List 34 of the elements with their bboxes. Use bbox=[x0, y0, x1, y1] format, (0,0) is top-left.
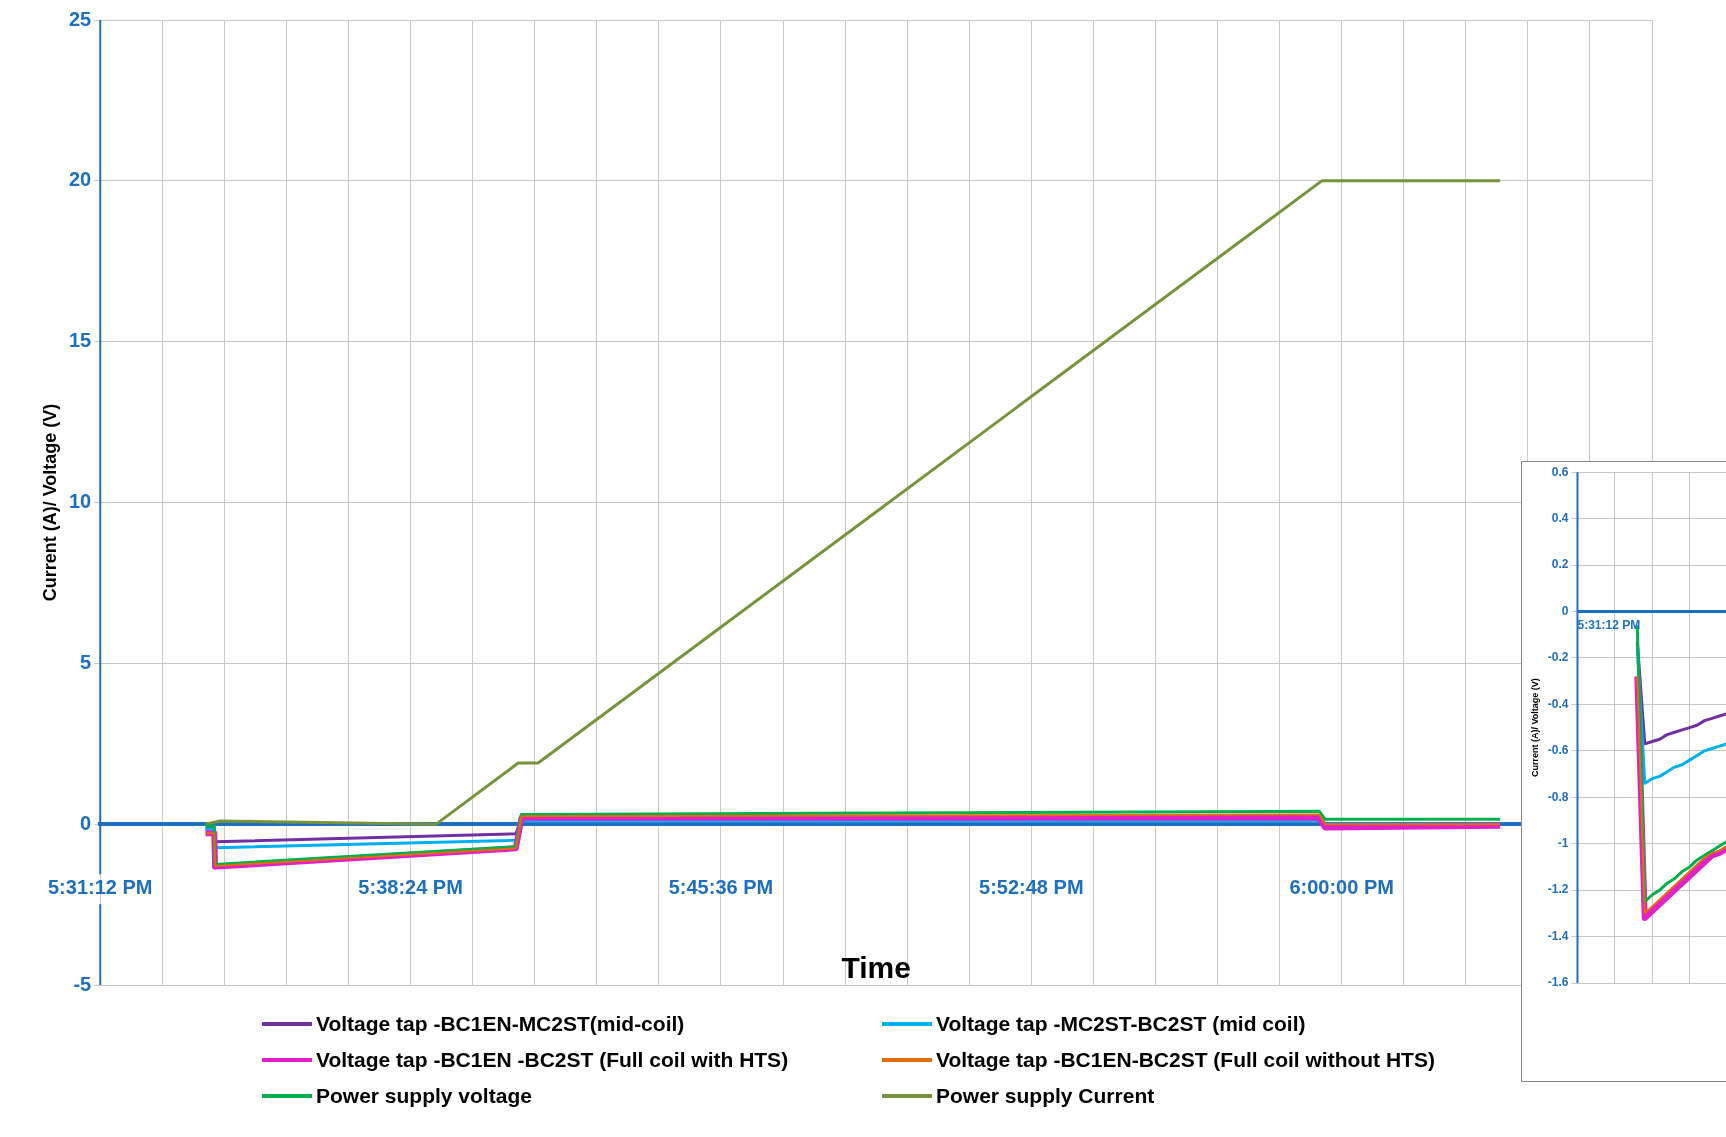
y-tick-label: 0.2 bbox=[1551, 557, 1569, 572]
y-tick-label: 0 bbox=[1561, 603, 1569, 618]
y-axis-title: Current (A)/ Voltage (V) bbox=[1529, 678, 1540, 778]
legend-label: Voltage tap -BC1EN-MC2ST(mid-coil) bbox=[315, 1012, 686, 1036]
x-tick-label: 6:00:00 PM bbox=[1289, 875, 1394, 898]
y-tick-label: 5 bbox=[80, 650, 92, 673]
x-tick-label: 5:45:36 PM bbox=[668, 875, 774, 898]
y-tick-label: -1.6 bbox=[1547, 975, 1569, 990]
y-tick-label: 15 bbox=[69, 329, 92, 352]
x-tick-label: 5:38:24 PM bbox=[358, 875, 463, 898]
y-tick-label: -1.4 bbox=[1547, 928, 1569, 943]
y-tick-label: -0.8 bbox=[1547, 789, 1569, 804]
y-tick-label: -1.2 bbox=[1547, 882, 1569, 897]
y-tick-label: -0.4 bbox=[1547, 696, 1569, 711]
x-tick-label: 5:31:12 PM bbox=[48, 875, 153, 898]
legend-label: Voltage tap -BC1EN-BC2ST (Full coil without HTS) bbox=[935, 1048, 1436, 1072]
y-tick-label: -5 bbox=[73, 972, 92, 995]
y-tick-label: 20 bbox=[69, 168, 92, 191]
y-tick-label: 25 bbox=[69, 7, 92, 30]
annotation: 5:31:12 PM bbox=[1577, 617, 1641, 632]
y-tick-label: 0 bbox=[80, 811, 92, 834]
legend-label: Voltage tap -BC1EN -BC2ST (Full coil with HTS) bbox=[315, 1048, 790, 1072]
legend-label: Power supply voltage bbox=[315, 1084, 533, 1108]
y-axis-title: Current (A)/ Voltage (V) bbox=[40, 403, 61, 602]
legend-label: Power supply Current bbox=[935, 1084, 1156, 1108]
y-tick-label: 0.4 bbox=[1551, 510, 1569, 525]
x-tick-label: 5:52:48 PM bbox=[979, 875, 1084, 898]
y-tick-label: -1 bbox=[1557, 836, 1569, 850]
legend-label: Voltage tap -MC2ST-BC2ST (mid coil) bbox=[935, 1012, 1307, 1036]
y-tick-label: 0.6 bbox=[1551, 464, 1569, 479]
y-tick-label: -0.6 bbox=[1547, 743, 1569, 758]
y-tick-label: -0.2 bbox=[1547, 650, 1569, 665]
x-axis-title: Time bbox=[841, 951, 911, 985]
y-tick-label: 10 bbox=[69, 490, 92, 513]
